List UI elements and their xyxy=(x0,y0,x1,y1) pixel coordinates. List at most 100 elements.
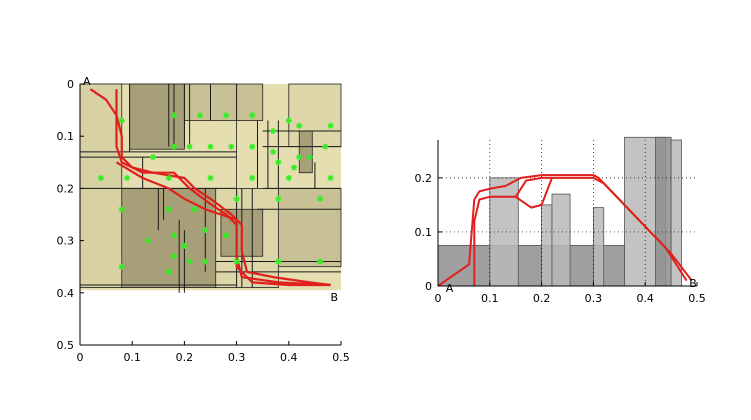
map-x-tick-label: 0.4 xyxy=(280,351,298,364)
map-sample-point xyxy=(207,174,214,181)
map-sample-point xyxy=(317,195,324,202)
profile-path-line xyxy=(515,177,553,209)
map-sample-stroke xyxy=(270,149,276,155)
map-sample-stroke xyxy=(186,144,193,150)
profile-y-tick-label: 0.1 xyxy=(415,226,433,239)
map-sample-stroke xyxy=(291,164,297,171)
map-sample-stroke xyxy=(317,196,323,202)
map-path-line xyxy=(115,161,331,287)
map-sample-point xyxy=(97,174,104,181)
map-sample-point xyxy=(249,143,256,150)
map-sample-stroke xyxy=(119,117,125,124)
map-sample-stroke xyxy=(275,196,281,202)
profile-block xyxy=(551,193,571,287)
map-sample-point xyxy=(223,112,230,119)
map-sample-point xyxy=(118,263,125,270)
profile-block xyxy=(541,204,553,287)
map-sample-stroke xyxy=(119,264,125,270)
map-sample-stroke xyxy=(233,258,240,265)
map-sample-point xyxy=(170,253,177,260)
map-sample-stroke xyxy=(286,117,292,124)
map-sample-point xyxy=(275,195,282,202)
map-sample-point xyxy=(275,159,282,166)
map-sample-point xyxy=(306,154,313,161)
map-sample-stroke xyxy=(296,154,302,160)
map-start-label: A xyxy=(83,75,91,88)
profile-y-tick-label: 0 xyxy=(425,280,432,293)
map-sample-point xyxy=(202,227,209,234)
profile-x-tick-label: 0.5 xyxy=(688,292,706,305)
map-sample-point xyxy=(285,117,292,124)
map-sample-point xyxy=(270,148,277,155)
map-sample-stroke xyxy=(249,144,255,150)
map-sample-stroke xyxy=(166,206,172,212)
map-sample-point xyxy=(123,174,130,181)
map-sample-point xyxy=(150,154,157,161)
map-x-tick-label: 0.3 xyxy=(228,351,246,364)
map-sample-stroke xyxy=(327,123,334,129)
map-sample-stroke xyxy=(207,144,214,150)
profile-axes: 0 0.1 0.2 0.3 0.4 0.5 0 0.1 0.2 xyxy=(415,140,706,305)
map-obstacle xyxy=(79,83,123,288)
map-sample-stroke xyxy=(124,175,130,181)
map-y-tick-label: 0.2 xyxy=(57,182,75,195)
profile-x-tick-label: 0.3 xyxy=(585,292,603,305)
map-path-line xyxy=(89,88,331,287)
map-sample-point xyxy=(249,112,256,119)
map-sample-point xyxy=(170,112,177,119)
map-sample-stroke xyxy=(202,258,208,265)
map-sample-stroke xyxy=(270,128,276,134)
map-sample-stroke xyxy=(317,258,323,265)
map-sample-point xyxy=(165,268,172,275)
map-obstacle xyxy=(183,83,264,121)
map-sample-stroke xyxy=(171,112,177,118)
map-sample-stroke xyxy=(286,175,292,181)
map-sample-point xyxy=(291,164,298,171)
map-walls xyxy=(80,84,341,293)
map-sample-point xyxy=(118,117,125,124)
map-sample-point xyxy=(170,143,177,150)
map-sample-point xyxy=(296,122,303,129)
map-end-label: B xyxy=(331,291,339,304)
map-sample-stroke xyxy=(249,175,255,181)
map-sample-point xyxy=(249,174,256,181)
map-sample-stroke xyxy=(296,123,302,129)
profile-block xyxy=(593,207,605,287)
map-y-tick-label: 0.3 xyxy=(57,235,75,248)
map-sample-stroke xyxy=(171,232,177,239)
map-sample-point xyxy=(170,232,177,239)
map-y-tick-label: 0.5 xyxy=(57,339,75,352)
map-sample-stroke xyxy=(275,159,281,165)
map-sample-stroke xyxy=(275,258,281,265)
map-sample-point xyxy=(202,258,209,265)
map-sample-stroke xyxy=(249,112,255,118)
map-sample-point xyxy=(322,143,329,150)
map-sample-point xyxy=(296,154,303,161)
profile-paths xyxy=(437,174,693,287)
map-sample-stroke xyxy=(98,175,104,181)
map-sample-stroke xyxy=(166,175,172,181)
map-sample-point xyxy=(233,258,240,265)
map-sample-point xyxy=(228,143,235,150)
map-x-tick-label: 0.1 xyxy=(123,351,141,364)
profile-x-tick-label: 0.4 xyxy=(636,292,654,305)
map-sample-stroke xyxy=(197,112,203,118)
map-paths xyxy=(89,88,331,287)
profile-y-tick-label: 0.2 xyxy=(415,172,433,185)
profile-path-line xyxy=(473,176,688,286)
map-sample-point xyxy=(275,258,282,265)
map-sample-stroke xyxy=(181,243,188,249)
map-obstacle xyxy=(129,83,185,150)
map-sample-stroke xyxy=(228,144,235,150)
profile-block xyxy=(655,136,672,287)
map-sample-stroke xyxy=(192,206,198,212)
map-sample-stroke xyxy=(145,237,151,244)
map-sample-stroke xyxy=(327,175,334,181)
map-path-line xyxy=(115,89,331,287)
map-y-tick-label: 0 xyxy=(67,78,74,91)
map-sample-stroke xyxy=(223,232,229,239)
map-sample-stroke xyxy=(166,269,172,275)
map-samples xyxy=(97,112,334,275)
map-sample-stroke xyxy=(202,227,208,233)
